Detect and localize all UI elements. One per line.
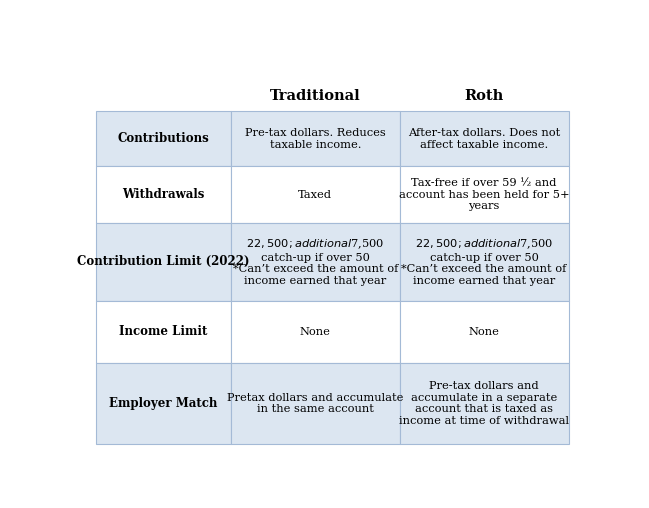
Text: Contribution Limit (2022): Contribution Limit (2022) [77, 256, 250, 268]
Text: Contributions: Contributions [117, 133, 210, 145]
Bar [231, 363, 400, 444]
Bar [400, 166, 569, 223]
Bar [400, 223, 569, 301]
Text: Pre-tax dollars. Reduces
taxable income.: Pre-tax dollars. Reduces taxable income. [245, 128, 386, 150]
Bar [96, 111, 231, 166]
Bar [231, 223, 400, 301]
Bar [96, 223, 231, 301]
Bar [231, 166, 400, 223]
Text: None: None [300, 327, 331, 337]
Bar [96, 166, 231, 223]
Text: Taxed: Taxed [299, 189, 332, 200]
Text: $22,500; additional $7,500
catch-up if over 50
*Can’t exceed the amount of
incom: $22,500; additional $7,500 catch-up if o… [233, 238, 398, 286]
Bar [231, 301, 400, 363]
Text: $22,500; additional $7,500
catch-up if over 50
*Can’t exceed the amount of
incom: $22,500; additional $7,500 catch-up if o… [402, 238, 567, 286]
Text: Employer Match: Employer Match [110, 397, 218, 410]
Text: Pre-tax dollars and
accumulate in a separate
account that is taxed as
income at : Pre-tax dollars and accumulate in a sepa… [399, 381, 569, 426]
Bar [96, 80, 231, 111]
Text: Tax-free if over 59 ½ and
account has been held for 5+
years: Tax-free if over 59 ½ and account has be… [399, 178, 569, 211]
Text: Pretax dollars and accumulate
in the same account: Pretax dollars and accumulate in the sam… [227, 393, 404, 415]
Text: Traditional: Traditional [270, 89, 361, 103]
Text: Withdrawals: Withdrawals [123, 188, 205, 201]
Bar [400, 111, 569, 166]
Bar [96, 301, 231, 363]
Bar [231, 111, 400, 166]
Bar [96, 363, 231, 444]
Bar [231, 80, 400, 111]
Bar [400, 301, 569, 363]
Bar [400, 363, 569, 444]
Text: Roth: Roth [465, 89, 504, 103]
Bar [400, 80, 569, 111]
Text: None: None [469, 327, 500, 337]
Text: After-tax dollars. Does not
affect taxable income.: After-tax dollars. Does not affect taxab… [408, 128, 560, 150]
Text: Income Limit: Income Limit [119, 325, 208, 338]
